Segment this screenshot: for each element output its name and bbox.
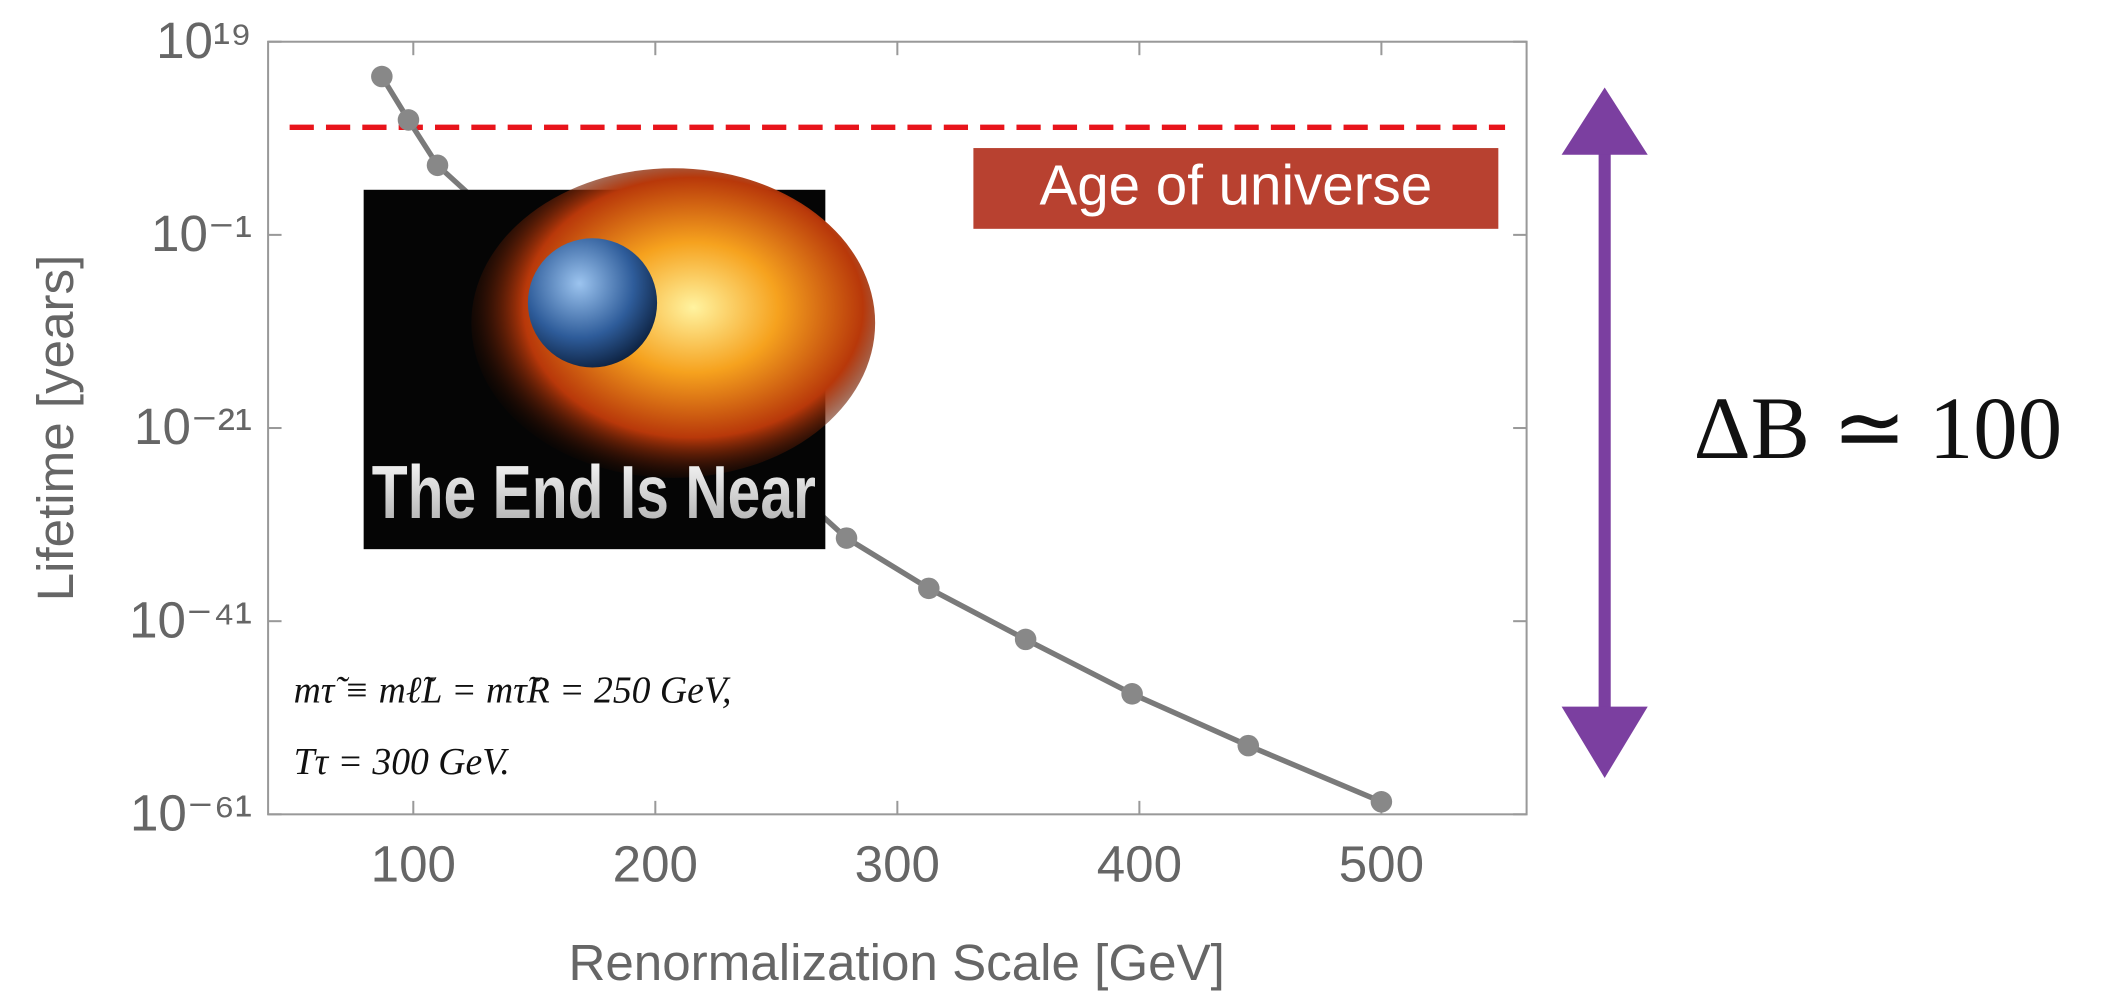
x-tick-label: 200 <box>613 836 698 893</box>
data-point <box>1370 790 1393 813</box>
reference-label: Age of universe <box>1040 154 1433 217</box>
x-tick-label: 300 <box>855 836 940 893</box>
data-point <box>1237 734 1260 757</box>
x-tick-label: 100 <box>371 836 456 893</box>
inset-image: The End Is Near <box>363 168 876 550</box>
data-point <box>1014 628 1037 651</box>
y-tick-label: 10⁻⁴¹ <box>129 591 252 648</box>
y-tick-label: 10⁻²¹ <box>134 398 252 455</box>
data-point <box>371 65 393 88</box>
data-point <box>426 154 449 177</box>
annotation: mτ̃ ≡ mℓ̃L = mτ̃R = 250 GeV, <box>294 670 732 712</box>
reference-label-box <box>973 148 1499 229</box>
y-axis-label: Lifetime [years] <box>27 255 84 602</box>
delta-b-annotation: ΔB ≃ 100 <box>1694 380 2062 478</box>
arrow-head <box>1561 706 1648 778</box>
x-tick-label: 400 <box>1097 836 1182 893</box>
data-point <box>835 527 858 549</box>
image-caption: The End Is Near <box>372 450 816 534</box>
x-tick-label: 500 <box>1339 836 1424 893</box>
y-tick-label: 10⁻¹ <box>151 205 252 262</box>
y-tick-label: 10⁻⁶¹ <box>130 785 252 842</box>
plot-layer: 10¹⁹ 10⁻¹ 10⁻²¹ 10⁻⁴¹ 10⁻⁶¹ 100 200 300 400 500 Ag… <box>129 12 1527 893</box>
annotation: Tτ = 300 GeV. <box>294 741 510 783</box>
delta-arrow <box>1561 87 1648 778</box>
data-point <box>1121 683 1143 705</box>
data-point <box>397 109 420 131</box>
arrow-head <box>1561 87 1648 155</box>
y-tick-label: 10¹⁹ <box>156 12 252 69</box>
x-axis-label: Renormalization Scale [GeV] <box>568 934 1224 991</box>
data-point <box>918 577 940 600</box>
earth <box>527 238 658 368</box>
